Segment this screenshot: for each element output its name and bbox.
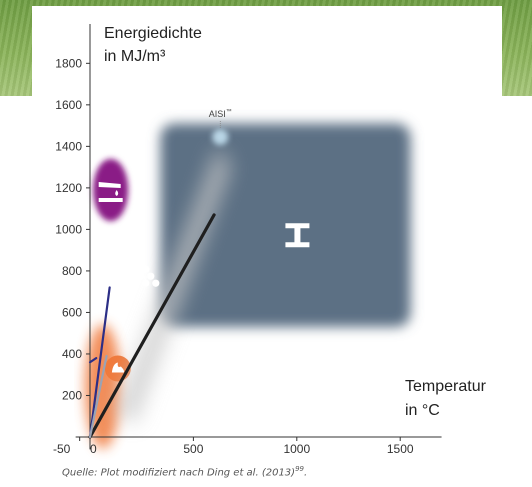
aisi-superscript: ™ [226, 108, 232, 115]
source-caption-text: Quelle: Plot modifiziert nach Ding et al… [62, 467, 296, 479]
y-tick-label: 1000 [55, 222, 82, 236]
region-particles-cloud [114, 146, 231, 425]
aisi-label: AISI™ [209, 108, 232, 119]
series-line-0 [88, 286, 111, 439]
pebble-5 [152, 279, 160, 287]
y-tick-label: 1600 [55, 98, 82, 112]
pebble-4 [142, 279, 150, 287]
water-drop-base [98, 197, 123, 202]
series-line-3 [88, 354, 108, 439]
y-tick-label: 400 [62, 347, 82, 361]
i-beam-bottom-flange [285, 242, 310, 248]
pebble-1 [137, 272, 145, 280]
y-axis-title-line-2: in MJ/m³ [104, 48, 166, 65]
water-drop-icon [98, 181, 123, 202]
pebble-0 [142, 265, 150, 273]
x-tick-label: 0 [90, 442, 97, 456]
y-tick-label: 600 [62, 305, 82, 319]
x-tick-label: 500 [183, 442, 203, 456]
y-tick-label: 1200 [55, 181, 82, 195]
water-drop-droplet [115, 189, 119, 196]
x-axis-title-line-2: in °C [405, 402, 440, 419]
y-tick-label: 1800 [55, 56, 82, 70]
water-drop-top [98, 181, 121, 188]
pebble-2 [147, 272, 155, 280]
y-tick-label: 800 [62, 264, 82, 278]
x-tick-label: 1000 [283, 442, 310, 456]
i-beam-icon [285, 223, 310, 248]
i-beam-web [294, 227, 301, 244]
y-axis-title-line-1: Energiedichte [104, 25, 202, 42]
x-axis-title-line-1: Temperatur [405, 378, 487, 395]
pebble-3 [132, 279, 140, 287]
y-tick-label: 200 [62, 388, 82, 402]
source-caption-ref: 99 [295, 465, 304, 473]
i-beam-top-flange [285, 223, 310, 229]
source-caption: Quelle: Plot modifiziert nach Ding et al… [62, 465, 308, 479]
pebbles-icon [132, 265, 160, 287]
region-thermochemical [93, 158, 129, 222]
fire-icon [111, 362, 125, 373]
y-tick-label: 1400 [55, 139, 82, 153]
x-tick-label: -50 [53, 442, 71, 456]
aisi-marker [212, 129, 229, 146]
series-line-1 [88, 357, 98, 364]
x-tick-label: 1500 [387, 442, 414, 456]
series-line-2 [88, 213, 216, 439]
